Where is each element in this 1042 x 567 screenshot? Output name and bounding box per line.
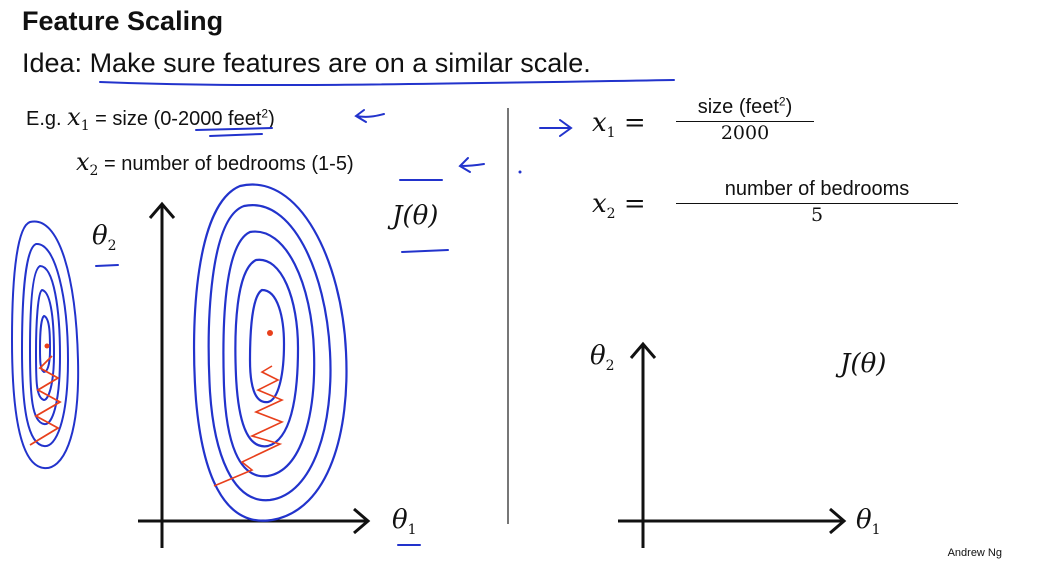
- left-cost-text: J(θ): [392, 201, 439, 231]
- contour-outer: [192, 183, 348, 522]
- eq1-num-text: size (feet: [697, 96, 779, 118]
- small-contour-4: [34, 288, 56, 402]
- stray-pen-dot: [518, 170, 522, 174]
- example-x1-line: E.g. x1 = size (0-2000 feet2): [26, 103, 275, 134]
- small-contour-2: [20, 242, 70, 448]
- left-x-arrowhead: [353, 507, 371, 535]
- idea-underline: [99, 79, 675, 87]
- contour-minimum: [267, 330, 273, 336]
- vertical-divider: [507, 108, 509, 524]
- eq2-fraction: number of bedrooms 5: [676, 178, 958, 226]
- eq1-num-close: ): [785, 96, 793, 118]
- example-x2-line: x2 = number of bedrooms (1-5): [76, 148, 354, 179]
- x1-unit-exponent: 2: [261, 106, 269, 121]
- contour-5: [248, 288, 286, 404]
- x1-close: ): [268, 108, 275, 130]
- right-plot-x-label: θ1: [856, 504, 881, 539]
- eq1-x-subscript: 1: [606, 125, 616, 142]
- author-credit: Andrew Ng: [947, 547, 1002, 559]
- right-x-theta: θ: [856, 505, 872, 535]
- contour-3: [222, 230, 316, 478]
- left-y-sub: 2: [107, 238, 117, 255]
- right-plot-y-label: θ2: [590, 340, 615, 375]
- right-plot-cost-label: J(θ): [840, 348, 886, 379]
- right-y-theta: θ: [590, 341, 606, 371]
- right-cost-text: J(θ): [840, 349, 887, 379]
- eq1-denominator: 2000: [720, 122, 770, 144]
- contour-2: [207, 204, 332, 502]
- right-x-sub: 1: [871, 522, 881, 539]
- eq1-pointer-arrow-icon: [539, 119, 573, 137]
- eq1-x-symbol: x: [592, 108, 607, 138]
- right-x-arrowhead: [829, 507, 847, 535]
- left-plot-contours: [192, 183, 348, 522]
- x1-range-underline-2: [209, 133, 263, 137]
- left-cost-underline: [401, 249, 449, 253]
- left-x-theta: θ: [392, 505, 408, 535]
- eq2-lhs: x2 =: [592, 188, 646, 223]
- contour-4: [234, 258, 300, 448]
- left-plot-x-label: θ1: [392, 504, 417, 539]
- left-y-arrowhead: [148, 201, 176, 219]
- eq1-numerator: size (feet2): [676, 94, 814, 122]
- eq1-equals: =: [615, 108, 646, 138]
- pen-underlines: [95, 79, 675, 546]
- eq2-numerator: number of bedrooms: [676, 178, 958, 204]
- small-contour-descent-path: [29, 355, 62, 446]
- idea-statement: Idea: Make sure features are on a simila…: [22, 48, 591, 79]
- x1-unit: feet: [222, 108, 262, 130]
- x2-symbol: x: [76, 148, 90, 176]
- left-y-theta: θ: [92, 221, 108, 251]
- left-theta2-underline: [95, 264, 119, 267]
- left-plot-axes: [138, 201, 371, 548]
- x2-close: ): [346, 153, 354, 175]
- x1-description: = size (: [89, 108, 161, 130]
- small-contour-5: [38, 314, 52, 374]
- idea-body: Make sure features are on a similar scal…: [89, 48, 591, 78]
- small-contour-3: [28, 264, 62, 426]
- idea-prefix: Idea:: [22, 48, 90, 78]
- eq2-x-subscript: 2: [606, 206, 616, 223]
- left-x-sub: 1: [407, 522, 417, 539]
- contour-descent-path: [213, 365, 285, 487]
- left-plot-cost-label: J(θ): [392, 200, 438, 231]
- small-contour-outer: [10, 220, 80, 470]
- slide-title: Feature Scaling: [22, 6, 224, 36]
- right-plot-axes: [618, 341, 847, 548]
- eq2-x-symbol: x: [592, 189, 607, 219]
- left-small-contours: [10, 220, 80, 470]
- small-contour-minimum: [44, 343, 50, 349]
- x2-subscript: 2: [89, 163, 99, 179]
- x2-description: = number of bedrooms (: [98, 153, 319, 175]
- x2-range: 1-5: [318, 153, 347, 175]
- left-plot-y-label: θ2: [92, 220, 117, 255]
- right-y-sub: 2: [605, 358, 615, 375]
- eq1-num-exponent: 2: [778, 94, 786, 109]
- eq1-lhs: x1 =: [592, 107, 646, 142]
- x2-arrow-icon: [458, 157, 485, 173]
- eg-label: E.g.: [26, 108, 68, 130]
- eq1-fraction: size (feet2) 2000: [676, 94, 814, 144]
- x1-arrow-icon: [354, 109, 385, 123]
- x1-subscript: 1: [80, 118, 90, 134]
- x1-range: 0-2000: [160, 108, 223, 130]
- eq2-equals: =: [615, 189, 646, 219]
- x1-symbol: x: [67, 103, 81, 131]
- right-y-arrowhead: [629, 341, 657, 359]
- eq2-denominator: 5: [810, 204, 824, 226]
- x1-range-underline: [195, 127, 273, 131]
